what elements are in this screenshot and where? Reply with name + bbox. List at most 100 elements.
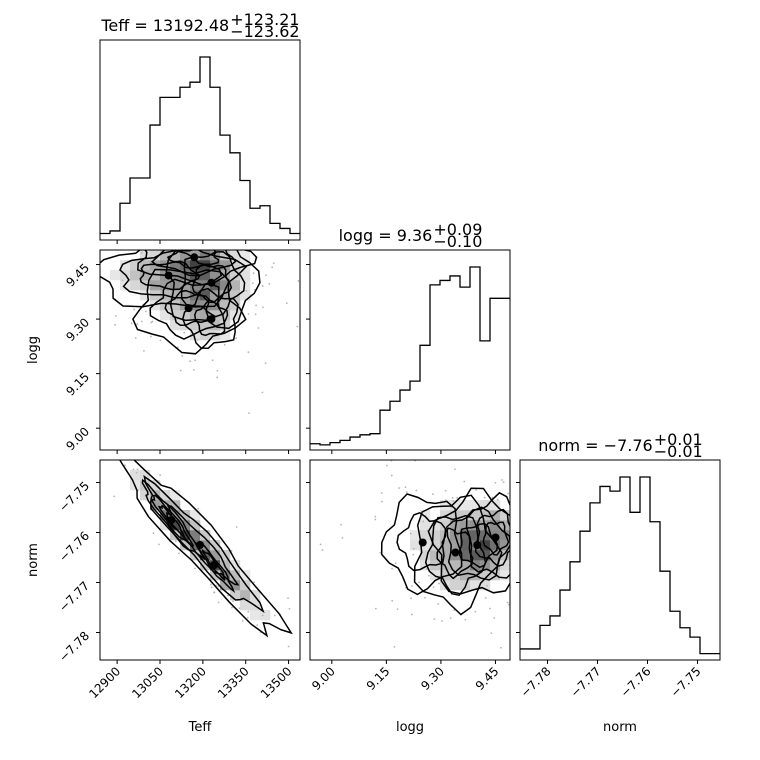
density-cell <box>440 510 451 521</box>
sample-point <box>512 497 514 499</box>
sample-point <box>264 274 267 277</box>
density-peak-marker <box>418 538 427 547</box>
sample-point <box>172 212 174 214</box>
sample-point <box>527 541 529 543</box>
sample-point <box>197 338 200 341</box>
sample-point <box>209 583 212 586</box>
sample-point <box>194 567 196 570</box>
density-cell <box>220 580 231 591</box>
density-cell <box>250 610 261 621</box>
sample-point <box>113 467 115 469</box>
sample-point <box>501 479 503 481</box>
x-tick-label: −7.77 <box>568 664 604 700</box>
sample-point <box>245 289 248 292</box>
y-tick-label: −7.76 <box>56 529 92 565</box>
sample-point <box>156 164 158 166</box>
density-cell <box>140 490 151 501</box>
density-cell <box>240 270 251 281</box>
density-cell <box>230 590 241 601</box>
density-cell <box>460 550 471 561</box>
density-cell <box>170 310 181 321</box>
sample-point <box>104 435 106 437</box>
density-cell <box>220 570 231 581</box>
sample-point <box>253 581 256 584</box>
density-cell <box>190 530 201 541</box>
contour-line <box>413 494 503 616</box>
sample-point <box>296 325 299 328</box>
x-tick-label: 13350 <box>215 664 252 701</box>
density-cell <box>230 290 241 301</box>
sample-point <box>78 246 80 248</box>
sample-point <box>405 491 408 494</box>
density-cell <box>460 520 471 531</box>
density-cell <box>230 560 241 571</box>
density-cell <box>180 250 191 261</box>
sample-point <box>404 486 407 489</box>
sample-point <box>508 603 510 606</box>
histogram-step-logg <box>310 266 510 446</box>
density-cell <box>160 500 171 511</box>
sample-point <box>264 362 267 365</box>
density-cell <box>170 250 181 261</box>
density-cell <box>170 520 181 531</box>
sample-point <box>390 474 393 477</box>
density-cell <box>190 260 201 271</box>
density-cell <box>130 260 141 271</box>
sample-point <box>422 520 425 523</box>
density-cell <box>440 520 451 531</box>
density-cell <box>490 560 501 571</box>
sample-point <box>205 210 207 212</box>
density-cell <box>130 280 141 291</box>
contour-line <box>396 511 447 572</box>
density-cell <box>420 510 431 521</box>
density-cell <box>210 540 221 551</box>
density-cell <box>410 540 421 551</box>
sample-point <box>273 614 276 617</box>
sample-point <box>247 351 250 354</box>
x-tick-label: 13200 <box>172 664 209 701</box>
contour-line <box>132 268 247 355</box>
title-subscript: −0.10 <box>433 232 482 251</box>
sample-point <box>507 492 510 495</box>
sample-point <box>272 262 275 265</box>
sample-point <box>261 285 264 287</box>
sample-point <box>451 496 454 499</box>
contour-line <box>201 548 226 582</box>
sample-point <box>189 360 191 363</box>
sample-point <box>177 226 179 228</box>
sample-point <box>411 585 413 587</box>
sample-point <box>145 310 147 313</box>
sample-point <box>341 536 344 539</box>
sample-point <box>380 500 383 503</box>
sample-point <box>287 597 289 600</box>
x-tick-label: −7.75 <box>668 664 704 700</box>
histogram-Teff <box>100 56 300 235</box>
sample-point <box>261 391 264 394</box>
density-cell <box>190 320 201 331</box>
title-superscript: +0.01 <box>654 430 703 449</box>
sample-point <box>231 606 233 609</box>
sample-point <box>433 618 436 621</box>
contour-line <box>141 478 206 561</box>
density-cell <box>160 300 171 311</box>
sample-point <box>398 487 400 489</box>
sample-point <box>454 454 456 456</box>
y-tick-label: 9.15 <box>63 370 92 399</box>
density-cell <box>160 260 171 271</box>
density-cell <box>180 530 191 541</box>
density-cell <box>430 530 441 541</box>
contour-line <box>157 504 185 537</box>
sample-point <box>490 632 493 635</box>
sample-point <box>246 616 249 619</box>
sample-point <box>252 272 255 275</box>
sample-point <box>210 586 213 589</box>
density-cell <box>240 290 251 301</box>
axes-frame <box>99 459 301 661</box>
contour-line <box>143 475 265 614</box>
contour-line <box>436 527 474 580</box>
x-axis-label-Teff: Teff <box>188 720 213 735</box>
sample-point <box>94 250 96 252</box>
title-subscript: −123.62 <box>230 22 299 41</box>
density-cell <box>440 570 451 581</box>
